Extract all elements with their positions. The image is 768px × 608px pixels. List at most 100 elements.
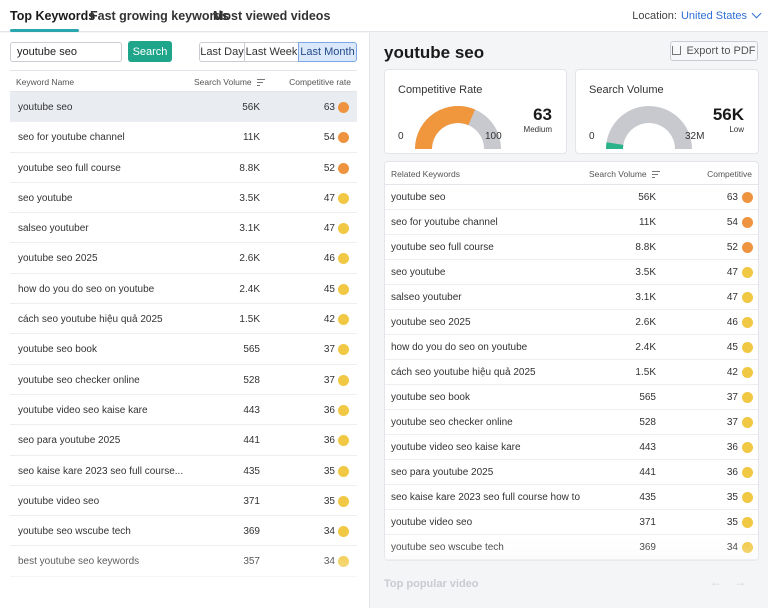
table-row[interactable]: youtube seo checker online 528 37: [385, 410, 758, 435]
competitive-label: Medium: [523, 125, 552, 134]
table-row[interactable]: best youtube seo keywords 357 34: [10, 546, 357, 577]
keyword-cell[interactable]: salseo youtuber: [18, 223, 89, 235]
table-row[interactable]: youtube seo 56K 63: [10, 92, 357, 123]
keyword-cell[interactable]: youtube seo wscube tech: [391, 542, 504, 553]
keyword-cell[interactable]: cách seo youtube hiệu quả 2025: [18, 314, 163, 326]
keyword-cell[interactable]: youtube seo full course: [391, 242, 494, 253]
keyword-cell[interactable]: seo para youtube 2025: [391, 467, 494, 478]
keyword-cell[interactable]: salseo youtuber: [391, 292, 462, 303]
col-competitive-rate[interactable]: Competitive rate: [289, 77, 351, 87]
keyword-cell[interactable]: youtube seo 2025: [18, 253, 98, 265]
keyword-cell[interactable]: youtube seo: [18, 102, 73, 113]
competitive-rate-cell: 42: [323, 314, 335, 326]
keyword-cell[interactable]: seo para youtube 2025: [18, 435, 121, 447]
table-row[interactable]: seo para youtube 2025 441 36: [10, 425, 357, 456]
detail-panel: youtube seo Export to PDF Competitive Ra…: [371, 33, 768, 608]
keyword-cell[interactable]: youtube seo full course: [18, 162, 121, 174]
table-row[interactable]: seo para youtube 2025 441 36: [385, 460, 758, 485]
table-row[interactable]: youtube seo full course 8.8K 52: [385, 235, 758, 260]
sort-icon[interactable]: [651, 171, 660, 179]
competitive-rate-cell: 47: [726, 267, 738, 278]
keyword-cell[interactable]: youtube video seo kaise kare: [18, 404, 148, 416]
sort-icon[interactable]: [256, 79, 265, 87]
keyword-cell[interactable]: how do you do seo on youtube: [18, 283, 155, 295]
keyword-cell[interactable]: youtube video seo kaise kare: [391, 442, 521, 453]
table-row[interactable]: seo kaise kare 2023 seo full course how …: [385, 485, 758, 510]
competitive-rate-cell: 52: [726, 242, 738, 253]
period-last-day[interactable]: Last Day: [199, 42, 245, 62]
table-row[interactable]: youtube seo 56K 63: [385, 185, 758, 210]
col-related-keywords[interactable]: Related Keywords: [391, 169, 460, 179]
table-row[interactable]: seo kaise kare 2023 seo full course... 43…: [10, 456, 357, 486]
export-pdf-button[interactable]: Export to PDF: [670, 41, 758, 61]
keyword-cell[interactable]: seo for youtube channel: [18, 132, 125, 144]
tab-top-keywords[interactable]: Top Keywords: [10, 9, 96, 23]
tab-fast-growing-keywords[interactable]: Fast growing keywords: [90, 9, 229, 23]
location-value[interactable]: United States: [680, 10, 747, 22]
table-row[interactable]: youtube video seo kaise kare 443 36: [10, 395, 357, 426]
search-volume-cell: 56K: [242, 102, 260, 113]
period-last-week[interactable]: Last Week: [244, 42, 299, 62]
keyword-cell[interactable]: youtube video seo: [391, 517, 473, 528]
table-row[interactable]: cách seo youtube hiệu quả 2025 1.5K 42: [10, 304, 357, 335]
search-input[interactable]: [10, 42, 122, 62]
table-row[interactable]: cách seo youtube hiệu quả 2025 1.5K 42: [385, 360, 758, 385]
competitive-dot-icon: [742, 242, 753, 253]
table-row[interactable]: youtube seo book 565 37: [10, 334, 357, 365]
arrow-left-icon[interactable]: ←: [710, 575, 734, 589]
col-search-volume[interactable]: Search Volume: [194, 77, 265, 87]
table-row[interactable]: seo for youtube channel 11K 54: [10, 122, 357, 153]
keyword-cell[interactable]: seo for youtube channel: [391, 217, 498, 228]
table-row[interactable]: youtube video seo 371 35: [10, 486, 357, 517]
keyword-cell[interactable]: seo kaise kare 2023 seo full course how …: [391, 492, 580, 503]
location-selector[interactable]: Location: United States: [632, 8, 762, 22]
keyword-cell[interactable]: youtube seo wscube tech: [18, 526, 131, 538]
table-row[interactable]: youtube video seo kaise kare 443 36: [385, 435, 758, 460]
competitive-rate-cell: 63: [323, 102, 335, 113]
col-competitive[interactable]: Competitive: [707, 169, 752, 179]
keyword-cell[interactable]: youtube seo book: [391, 392, 470, 403]
keyword-cell[interactable]: youtube seo 2025: [391, 317, 471, 328]
search-volume-cell: 3.1K: [635, 292, 656, 303]
period-last-month[interactable]: Last Month: [298, 42, 357, 62]
competitive-dot-icon: [338, 314, 349, 326]
keyword-cell[interactable]: seo youtube: [391, 267, 446, 278]
table-row[interactable]: youtube seo 2025 2.6K 46: [385, 310, 758, 335]
keyword-cell[interactable]: best youtube seo keywords: [18, 556, 140, 568]
table-row[interactable]: youtube seo book 565 37: [385, 385, 758, 410]
keyword-cell[interactable]: how do you do seo on youtube: [391, 342, 528, 353]
competitive-rate-cell: 54: [726, 217, 738, 228]
competitive-dot-icon: [742, 517, 753, 528]
table-row[interactable]: youtube seo checker online 528 37: [10, 365, 357, 395]
table-row[interactable]: youtube seo wscube tech 369 34: [385, 535, 758, 560]
tab-most-viewed-videos[interactable]: Most viewed videos: [213, 9, 331, 23]
arrow-right-icon[interactable]: →: [734, 575, 758, 589]
search-volume-cell: 8.8K: [635, 242, 656, 253]
carousel-arrows[interactable]: ←→: [710, 575, 758, 589]
table-row[interactable]: seo for youtube channel 11K 54: [385, 210, 758, 235]
keyword-cell[interactable]: youtube seo checker online: [391, 417, 513, 428]
table-row[interactable]: salseo youtuber 3.1K 47: [10, 213, 357, 244]
search-button[interactable]: Search: [128, 41, 172, 62]
table-row[interactable]: salseo youtuber 3.1K 47: [385, 285, 758, 310]
table-row[interactable]: youtube seo wscube tech 369 34: [10, 516, 357, 547]
table-row[interactable]: seo youtube 3.5K 47: [385, 260, 758, 285]
keyword-cell[interactable]: youtube seo book: [18, 344, 97, 356]
table-row[interactable]: youtube seo full course 8.8K 52: [10, 153, 357, 183]
table-row[interactable]: youtube seo 2025 2.6K 46: [10, 243, 357, 274]
table-row[interactable]: seo youtube 3.5K 47: [10, 183, 357, 214]
table-row[interactable]: how do you do seo on youtube 2.4K 45: [10, 274, 357, 305]
table-row[interactable]: how do you do seo on youtube 2.4K 45: [385, 335, 758, 360]
competitive-dot-icon: [338, 404, 349, 416]
keyword-cell[interactable]: youtube video seo: [18, 495, 100, 507]
keyword-cell[interactable]: cách seo youtube hiệu quả 2025: [391, 367, 536, 378]
chevron-down-icon[interactable]: [751, 8, 762, 19]
col-keyword-name[interactable]: Keyword Name: [16, 77, 75, 87]
col-search-volume[interactable]: Search Volume: [589, 169, 660, 179]
keyword-cell[interactable]: seo youtube: [18, 192, 73, 204]
keyword-cell[interactable]: seo kaise kare 2023 seo full course...: [18, 465, 184, 477]
competitive-dot-icon: [338, 556, 349, 568]
table-row[interactable]: youtube video seo 371 35: [385, 510, 758, 535]
keyword-cell[interactable]: youtube seo: [391, 192, 446, 203]
keyword-cell[interactable]: youtube seo checker online: [18, 374, 140, 386]
